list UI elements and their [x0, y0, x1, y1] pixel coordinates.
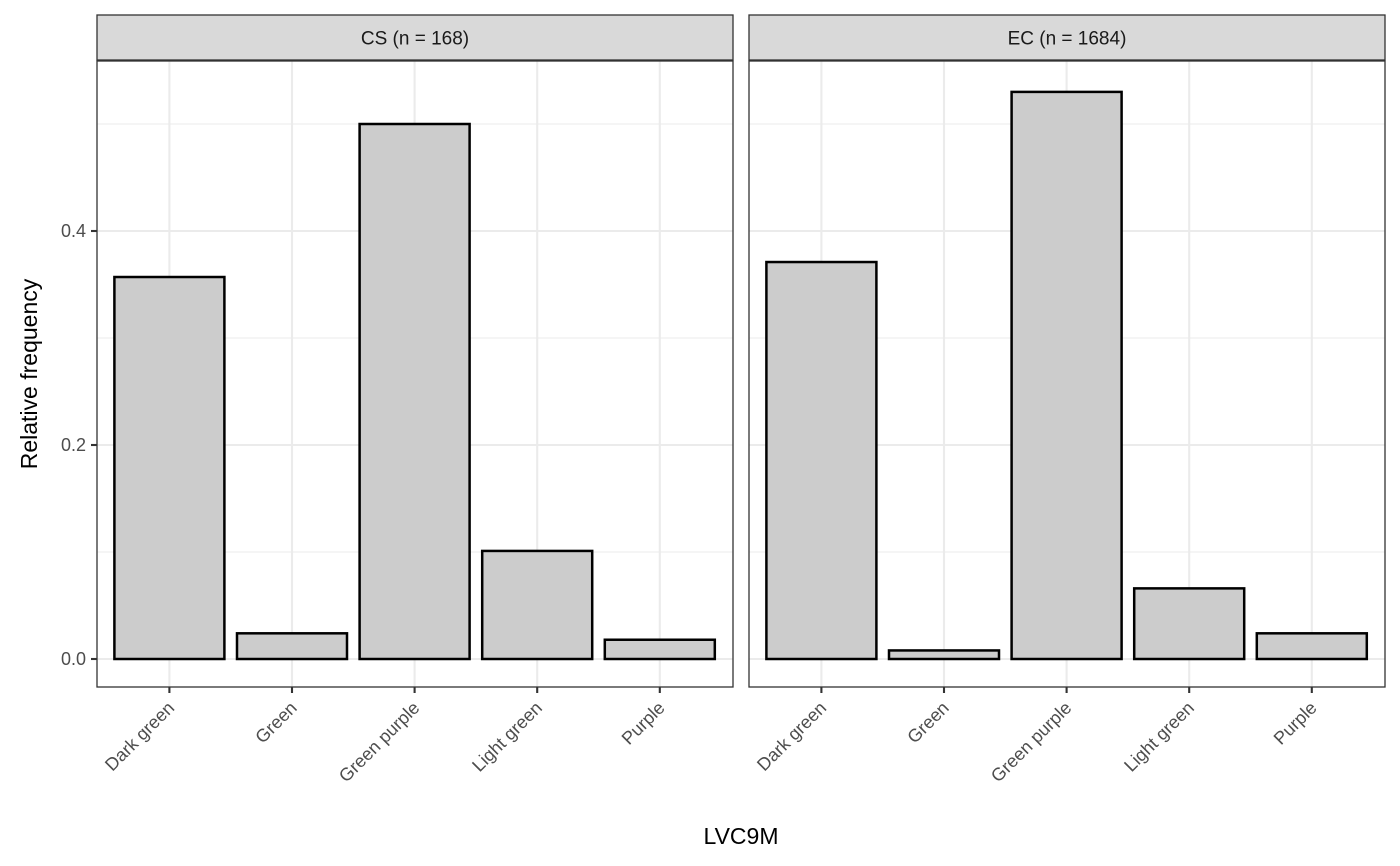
bar [603, 638, 717, 661]
x-axis-title: LVC9M [704, 823, 779, 849]
facet-strip [748, 14, 1386, 61]
x-tick-label: Light green [1120, 698, 1198, 776]
bar [113, 275, 226, 661]
x-tick-label: Green purple [335, 698, 423, 786]
bar [480, 549, 594, 661]
bar [1255, 632, 1369, 661]
bar [1132, 587, 1246, 661]
bar [1010, 90, 1123, 661]
bar [887, 649, 1001, 661]
y-tick-label: 0.0 [61, 649, 86, 669]
x-tick-label: Purple [618, 698, 669, 749]
x-tick-label: Purple [1270, 698, 1321, 749]
facet-panel: EC (n = 1684) Dark green Green Green purple… [748, 14, 1386, 786]
x-tick-label: Light green [468, 698, 546, 776]
x-tick-label: Green purple [987, 698, 1075, 786]
y-tick-label: 0.4 [61, 221, 86, 241]
facet-strip-label: EC (n = 1684) [1008, 29, 1127, 50]
x-tick-label: Green [903, 698, 953, 748]
facet-strip-label: CS (n = 168) [361, 29, 469, 50]
y-axis-title: Relative frequency [16, 278, 42, 469]
bar [358, 122, 471, 661]
x-tick-label: Dark green [101, 698, 178, 775]
x-tick-label: Green [251, 698, 301, 748]
bar [765, 260, 878, 661]
facet-panel: CS (n = 168) Dark green Green Green purple L… [96, 14, 734, 786]
y-axis: 0.0 0.2 0.4 [61, 221, 97, 669]
x-tick-label: Dark green [753, 698, 830, 775]
y-tick-label: 0.2 [61, 435, 86, 455]
facet-strip [96, 14, 734, 61]
bar [235, 632, 349, 661]
panels-layer: CS (n = 168) Dark green Green Green purple L… [96, 14, 1386, 786]
